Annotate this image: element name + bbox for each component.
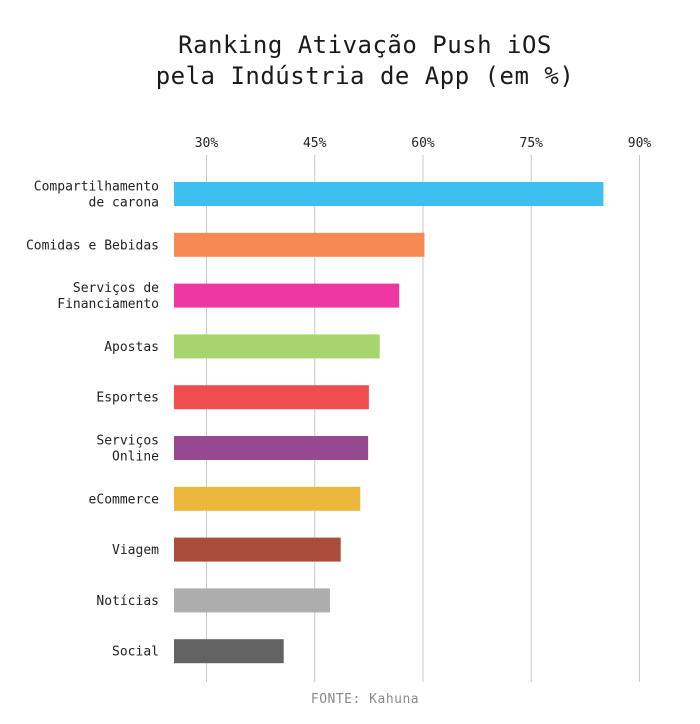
x-tick-label: 45% [303,136,327,151]
category-label: Apostas [104,340,159,355]
category-label: Notícias [96,594,159,609]
bars [174,182,604,664]
source-note: FONTE: Kahuna [310,692,420,707]
category-label: Serviços [96,434,159,449]
bar [174,334,380,359]
category-label: eCommerce [89,492,160,507]
bar [174,639,284,664]
category-label: Comidas e Bebidas [26,238,159,253]
category-label: Serviços de [73,281,159,296]
x-tick-label: 30% [195,136,219,151]
category-label: Online [112,450,159,465]
bar [174,385,369,410]
bar [174,182,604,206]
bar [174,588,330,613]
category-label: Esportes [96,391,159,406]
category-label: Financiamento [57,297,159,312]
chart-title-line-2: pela Indústria de App (em %) [155,62,575,90]
category-label: Compartilhamento [34,180,159,195]
bar [174,486,361,511]
category-label: de carona [89,196,159,211]
x-tick-labels: 30% 45% 60% 75% 90% [195,136,652,151]
chart-title-line-1: Ranking Ativação Push iOS [178,31,552,59]
category-label: Viagem [112,543,159,558]
bar [174,283,400,308]
x-tick-label: 75% [520,136,544,151]
chart-title: Ranking Ativação Push iOS pela Indústria… [0,30,700,92]
category-label: Social [112,645,159,660]
bar [174,436,369,460]
bar [174,537,341,562]
x-tick-label: 90% [628,136,652,151]
x-tick-label: 60% [411,136,435,151]
bar [174,232,425,257]
